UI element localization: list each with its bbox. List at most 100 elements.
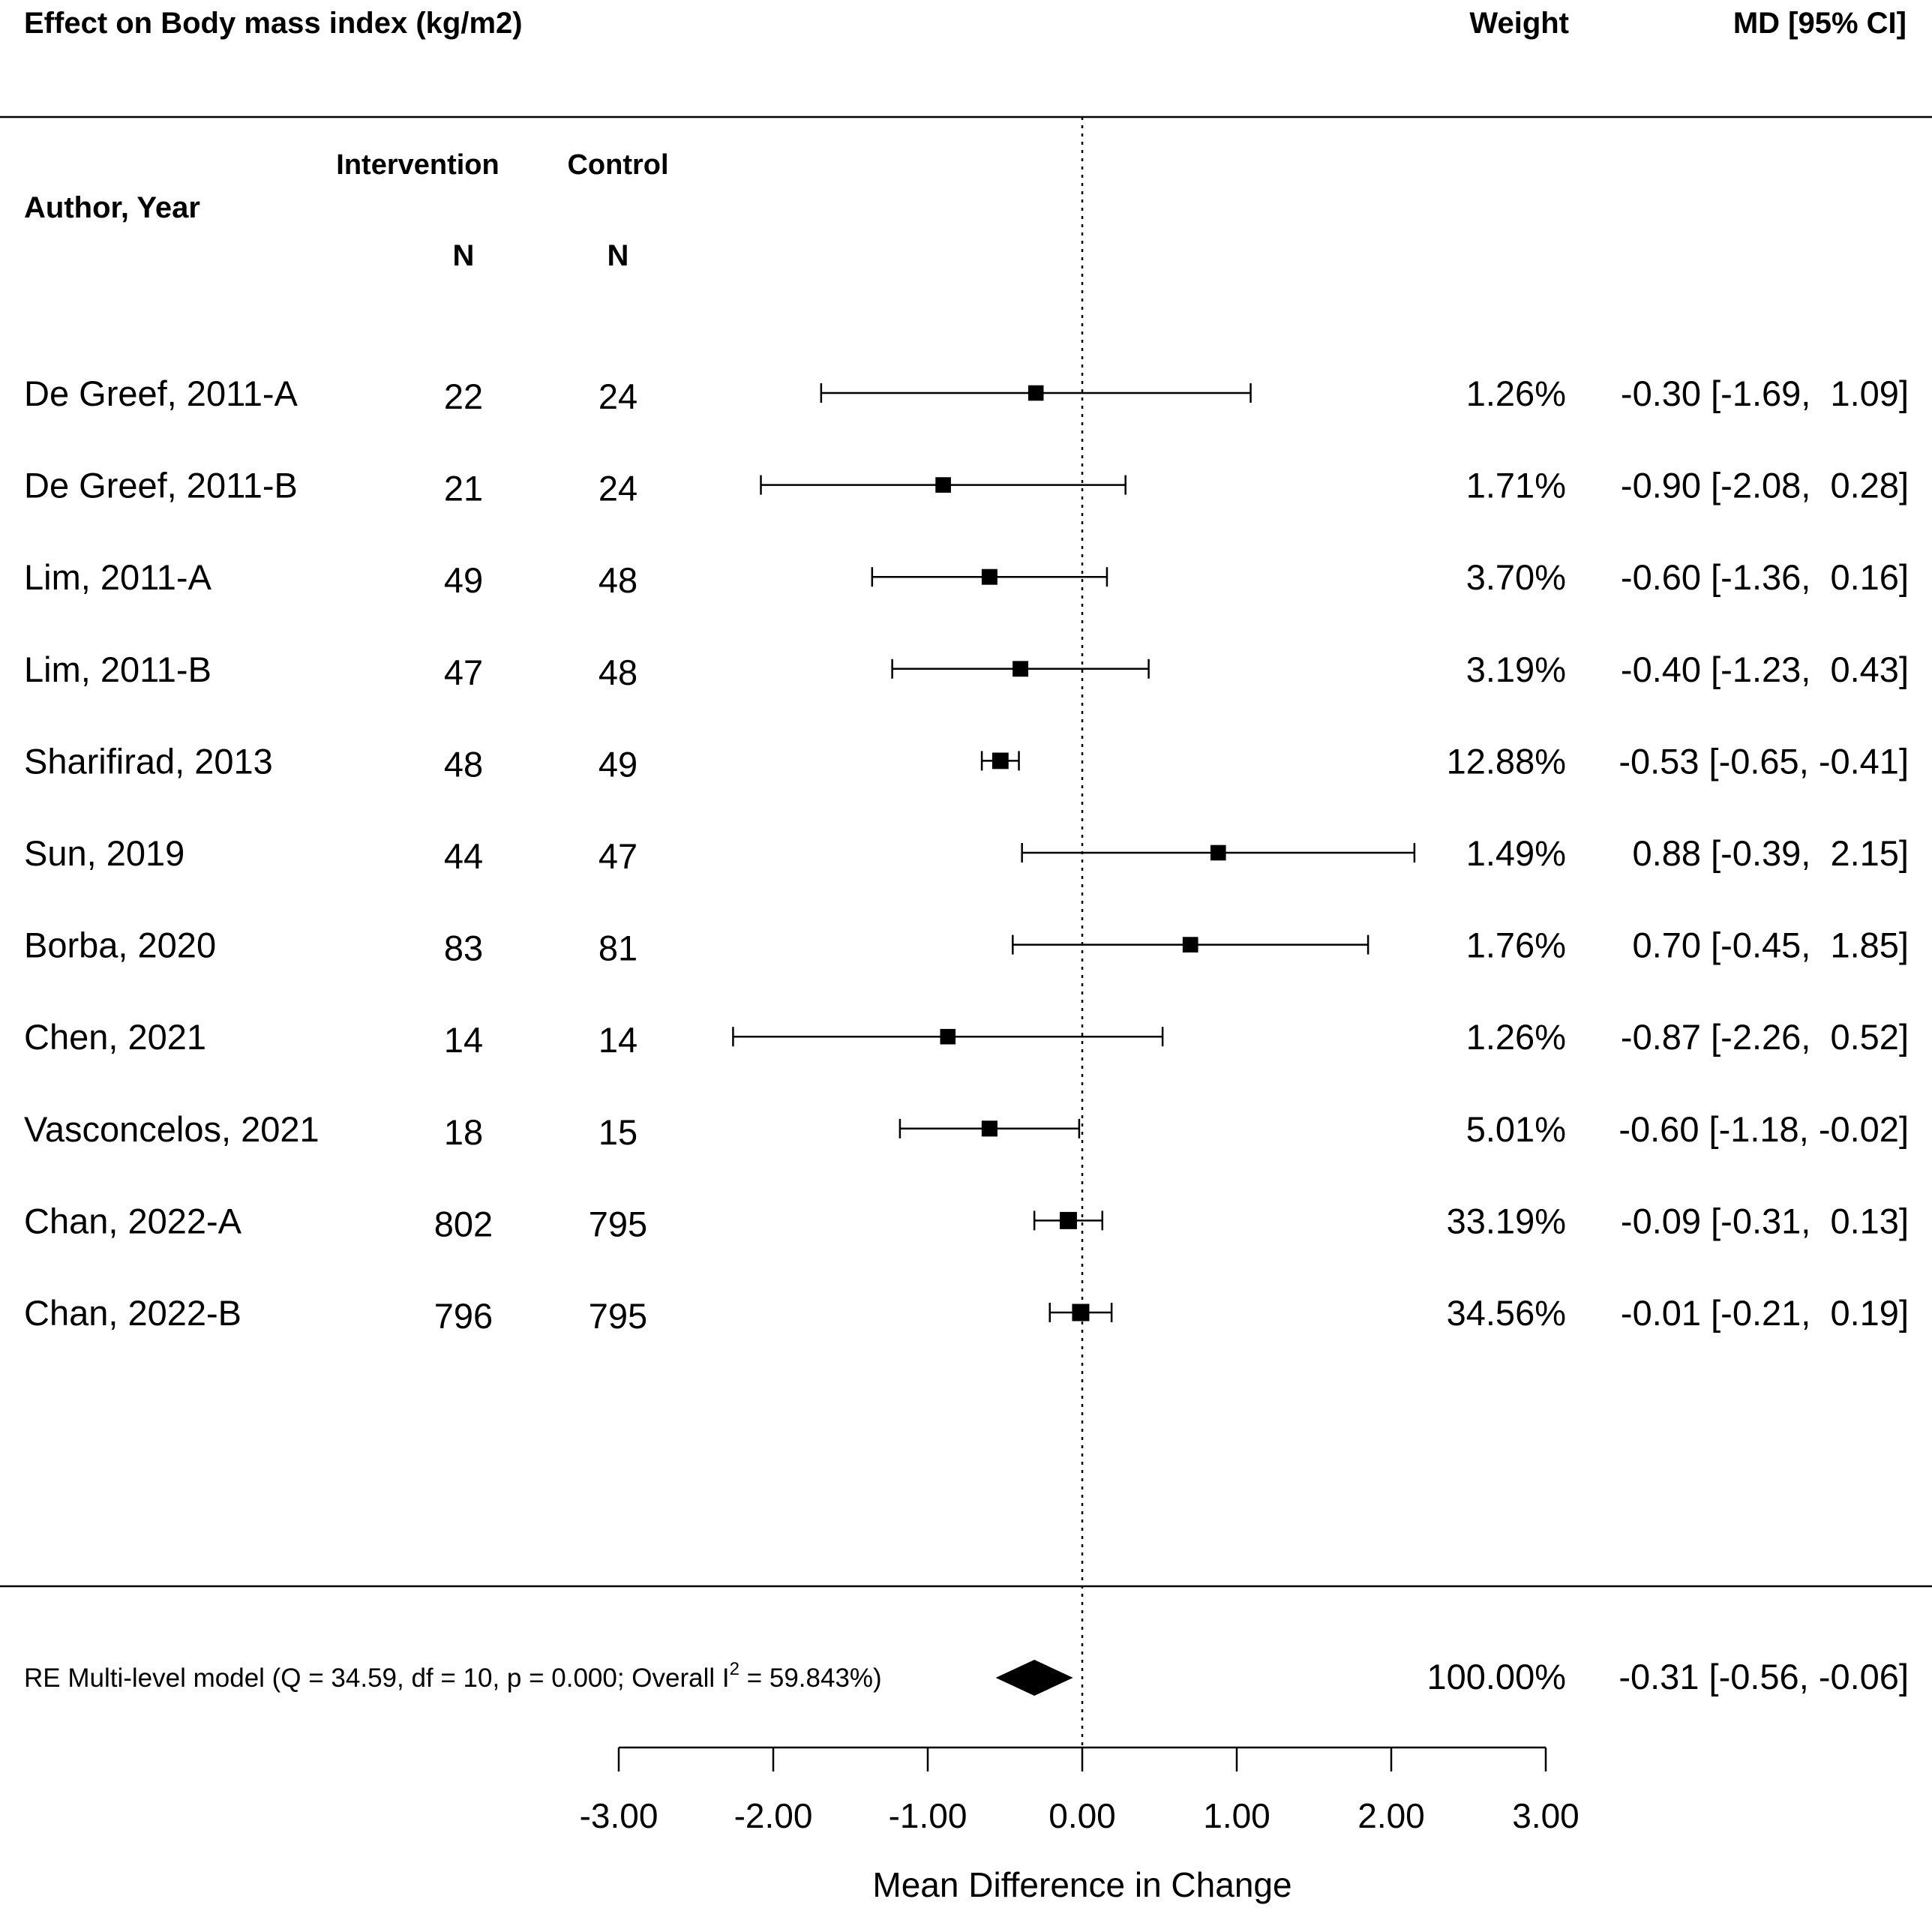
study-effect: 0.70 [-0.45, 1.85]	[1623, 926, 1910, 965]
study-point-estimate	[1059, 1211, 1077, 1229]
study-weight: 1.71%	[1466, 466, 1566, 506]
summary-label-suffix: = 59.843%)	[740, 1664, 882, 1693]
summary-label-sup: 2	[730, 1659, 740, 1679]
study-n-intervention: 48	[444, 744, 483, 784]
study-effect: -0.60 [-1.18, -0.02]	[1618, 1109, 1909, 1149]
study-point-estimate	[1072, 1304, 1090, 1322]
intervention-header: Intervention	[336, 149, 499, 181]
study-point-estimate	[1012, 661, 1029, 677]
study-row: Lim, 2011-A 49 48 3.70% -0.60 [-1.36, 0.16]	[24, 557, 1909, 600]
study-row: Sharifirad, 2013 48 49 12.88% -0.53 [-0.65, …	[24, 741, 1909, 784]
author-header: Author, Year	[24, 191, 200, 224]
study-author: Lim, 2011-A	[24, 557, 212, 597]
study-author: De Greef, 2011-A	[24, 374, 298, 413]
study-row: De Greef, 2011-A 22 24 1.26% -0.30 [-1.69, 1…	[24, 374, 1909, 416]
x-axis-title: Mean Difference in Change	[872, 1865, 1292, 1904]
study-row: Borba, 2020 83 81 1.76% 0.70 [-0.45, 1.85]	[24, 926, 1909, 968]
study-author: Vasconcelos, 2021	[24, 1109, 320, 1149]
study-n-control: 795	[589, 1296, 647, 1336]
x-axis-tick-label: -1.00	[889, 1796, 968, 1835]
weight-header: Weight	[1469, 7, 1569, 40]
study-weight: 33.19%	[1447, 1201, 1566, 1240]
effect-header: MD [95% CI]	[1733, 7, 1906, 40]
study-n-intervention: 21	[444, 469, 483, 508]
x-axis-tick-label: -2.00	[734, 1796, 813, 1835]
control-header: Control	[567, 149, 668, 181]
study-effect: -0.53 [-0.65, -0.41]	[1618, 741, 1909, 781]
study-n-intervention: 44	[444, 836, 483, 876]
study-weight: 1.76%	[1466, 926, 1566, 965]
study-point-estimate	[981, 568, 998, 585]
study-author: Lim, 2011-B	[24, 650, 212, 689]
study-author: Borba, 2020	[24, 926, 216, 965]
study-n-control: 24	[598, 376, 638, 416]
plot-title: Effect on Body mass index (kg/m2)	[24, 7, 523, 40]
study-effect: -0.30 [-1.69, 1.09]	[1621, 374, 1909, 413]
study-point-estimate	[1028, 385, 1044, 401]
n-control-header: N	[608, 239, 629, 272]
summary-label-prefix: RE Multi-level model (Q = 34.59, df = 10…	[24, 1664, 730, 1693]
x-axis-tick-label: 0.00	[1048, 1796, 1116, 1835]
study-n-control: 24	[598, 469, 638, 508]
study-author: De Greef, 2011-B	[24, 466, 298, 506]
study-author: Chan, 2022-A	[24, 1201, 242, 1240]
study-n-intervention: 49	[444, 560, 483, 600]
study-n-control: 795	[589, 1204, 647, 1244]
study-row: De Greef, 2011-B 21 24 1.71% -0.90 [-2.08, 0…	[24, 466, 1909, 508]
study-effect: -0.40 [-1.23, 0.43]	[1621, 650, 1909, 689]
study-rows: De Greef, 2011-A 22 24 1.26% -0.30 [-1.69, 1…	[24, 374, 1909, 1336]
study-row: Chan, 2022-A 802 795 33.19% -0.09 [-0.31, 0.…	[24, 1201, 1909, 1244]
study-effect: -0.87 [-2.26, 0.52]	[1621, 1017, 1909, 1057]
study-n-intervention: 14	[444, 1020, 483, 1060]
study-n-control: 48	[598, 560, 638, 600]
study-author: Sun, 2019	[24, 833, 184, 873]
study-n-control: 48	[598, 652, 638, 692]
study-n-intervention: 47	[444, 652, 483, 692]
study-weight: 5.01%	[1466, 1109, 1566, 1149]
study-weight: 1.26%	[1466, 1017, 1566, 1057]
x-axis-tick-label: 2.00	[1358, 1796, 1425, 1835]
x-axis-tick-label: 3.00	[1512, 1796, 1580, 1835]
study-n-control: 47	[598, 836, 638, 876]
study-effect: 0.88 [-0.39, 2.15]	[1623, 833, 1910, 873]
study-point-estimate	[1182, 937, 1198, 952]
x-axis: -3.00 -2.00 -1.00 0.00 1.00 2.00 3.00	[580, 1746, 1580, 1835]
study-row: Chan, 2022-B 796 795 34.56% -0.01 [-0.21, 0.…	[24, 1293, 1909, 1336]
study-point-estimate	[992, 752, 1009, 770]
study-weight: 1.49%	[1466, 833, 1566, 873]
study-n-control: 14	[598, 1020, 638, 1060]
study-n-intervention: 83	[444, 928, 483, 968]
study-row: Vasconcelos, 2021 18 15 5.01% -0.60 [-1.18, …	[24, 1109, 1909, 1152]
study-weight: 3.70%	[1466, 557, 1566, 597]
study-row: Sun, 2019 44 47 1.49% 0.88 [-0.39, 2.15]	[24, 833, 1909, 876]
study-n-intervention: 22	[444, 376, 483, 416]
summary-weight: 100.00%	[1426, 1657, 1566, 1696]
study-n-intervention: 802	[434, 1204, 493, 1244]
study-author: Sharifirad, 2013	[24, 741, 273, 781]
study-point-estimate	[1210, 844, 1226, 861]
study-row: Lim, 2011-B 47 48 3.19% -0.40 [-1.23, 0.43]	[24, 650, 1909, 692]
study-weight: 1.26%	[1466, 374, 1566, 413]
study-point-estimate	[935, 477, 951, 493]
study-effect: -0.60 [-1.36, 0.16]	[1621, 557, 1909, 597]
study-weight: 34.56%	[1447, 1293, 1566, 1333]
study-effect: -0.09 [-0.31, 0.13]	[1621, 1201, 1909, 1240]
summary-diamond	[995, 1660, 1073, 1696]
x-axis-tick-label: -3.00	[580, 1796, 658, 1835]
study-weight: 3.19%	[1466, 650, 1566, 689]
study-point-estimate	[981, 1120, 998, 1137]
study-n-intervention: 18	[444, 1112, 483, 1152]
x-axis-tick-label: 1.00	[1203, 1796, 1270, 1835]
study-point-estimate	[940, 1028, 956, 1045]
study-effect: -0.01 [-0.21, 0.19]	[1621, 1293, 1909, 1333]
study-n-intervention: 796	[434, 1296, 493, 1336]
study-row: Chen, 2021 14 14 1.26% -0.87 [-2.26, 0.52]	[24, 1017, 1909, 1060]
summary-effect: -0.31 [-0.56, -0.06]	[1618, 1657, 1909, 1696]
study-author: Chen, 2021	[24, 1017, 206, 1057]
n-intervention-header: N	[453, 239, 475, 272]
study-n-control: 49	[598, 744, 638, 784]
summary-label: RE Multi-level model (Q = 34.59, df = 10…	[24, 1659, 882, 1693]
study-author: Chan, 2022-B	[24, 1293, 242, 1333]
study-n-control: 15	[598, 1112, 638, 1152]
